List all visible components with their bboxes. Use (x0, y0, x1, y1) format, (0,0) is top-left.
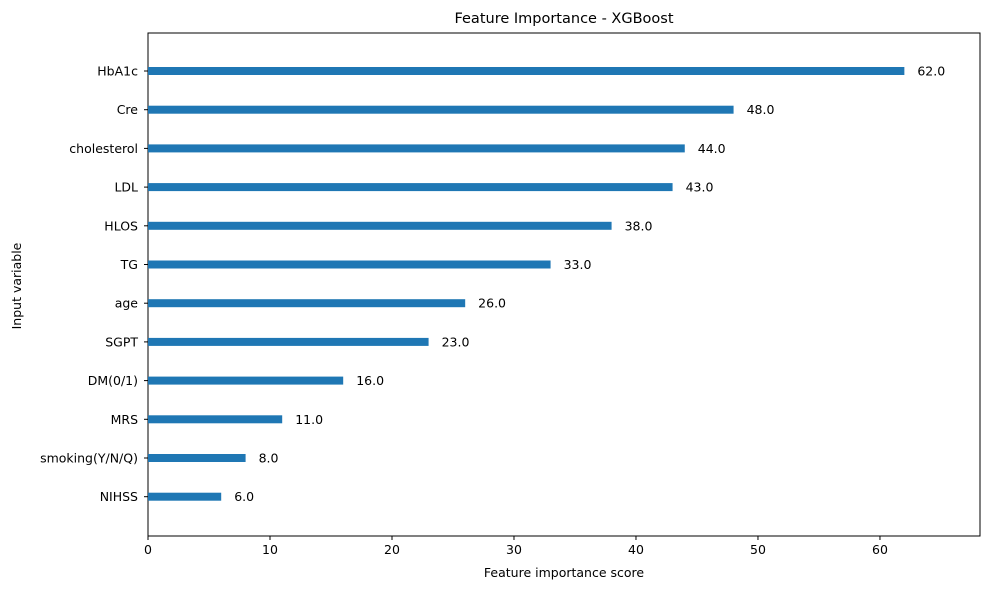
y-tick-label: LDL (114, 180, 138, 195)
y-axis-label: Input variable (9, 242, 24, 329)
bar (148, 415, 283, 424)
x-tick-label: 10 (262, 542, 278, 557)
bar (148, 105, 734, 114)
y-tick-label: TG (120, 257, 138, 272)
x-tick-label: 0 (144, 542, 152, 557)
y-tick-label: NIHSS (100, 489, 138, 504)
bar (148, 337, 429, 346)
data-label: 11.0 (295, 412, 323, 427)
x-tick-label: 20 (384, 542, 400, 557)
y-tick-label: age (115, 296, 139, 311)
data-label: 6.0 (234, 489, 254, 504)
y-tick-label: HbA1c (97, 64, 138, 79)
x-tick-label: 50 (750, 542, 766, 557)
data-label: 33.0 (564, 257, 592, 272)
y-tick-label: MRS (111, 412, 138, 427)
x-tick-label: 60 (872, 542, 888, 557)
data-label: 38.0 (625, 218, 653, 233)
y-tick-label: cholesterol (69, 141, 138, 156)
bar (148, 492, 222, 501)
chart-title: Feature Importance - XGBoost (454, 11, 673, 27)
bar (148, 183, 673, 192)
bar (148, 67, 905, 75)
data-label: 62.0 (917, 64, 945, 79)
bar (148, 144, 685, 153)
y-tick-label: SGPT (105, 334, 138, 349)
data-label: 44.0 (698, 141, 726, 156)
y-tick-label: smoking(Y/N/Q) (40, 451, 138, 466)
plot-area: 0 10 20 30 40 50 60 HbA1c 62.0 Cre 48.0 cholesterol… (40, 32, 981, 557)
y-tick-label: DM(0/1) (88, 373, 138, 388)
y-tick-label: Cre (117, 102, 139, 117)
bar (148, 454, 246, 462)
x-tick-label: 30 (506, 542, 522, 557)
bar (148, 299, 466, 308)
y-tick-label: HLOS (104, 218, 138, 233)
bar (148, 376, 344, 385)
plot-frame (147, 32, 981, 537)
x-tick-label: 40 (628, 542, 644, 557)
x-axis-label: Feature importance score (484, 565, 644, 580)
data-label: 23.0 (442, 334, 470, 349)
data-label: 26.0 (478, 296, 506, 311)
data-label: 16.0 (356, 373, 384, 388)
data-label: 48.0 (747, 102, 775, 117)
bar (148, 221, 612, 230)
bar (148, 260, 551, 269)
data-label: 43.0 (686, 180, 714, 195)
data-label: 8.0 (259, 451, 279, 466)
